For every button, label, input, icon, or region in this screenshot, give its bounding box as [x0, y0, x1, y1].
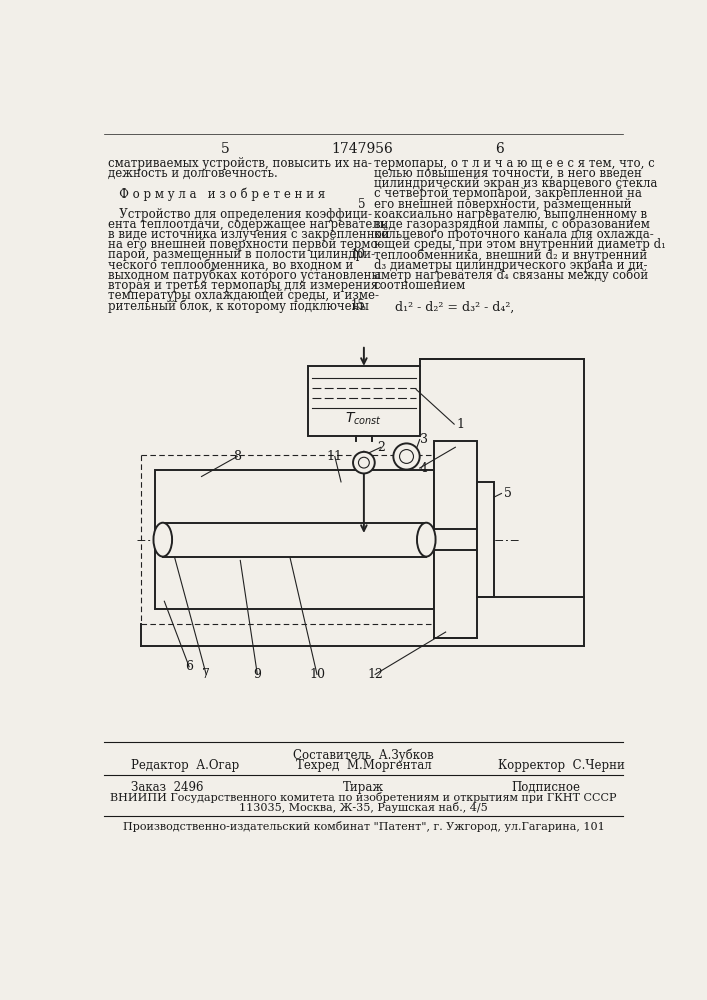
Text: 4: 4 — [419, 462, 428, 475]
Text: 6: 6 — [185, 660, 193, 673]
Ellipse shape — [417, 523, 436, 557]
Text: выходном патрубках которого установлены: выходном патрубках которого установлены — [107, 269, 380, 282]
Circle shape — [393, 443, 420, 470]
Ellipse shape — [153, 523, 172, 557]
Text: 10: 10 — [309, 668, 325, 681]
Text: Составитель  А.Зубков: Составитель А.Зубков — [293, 748, 434, 762]
Bar — [477, 482, 493, 597]
Text: на его внешней поверхности первой термо-: на его внешней поверхности первой термо- — [107, 238, 381, 251]
Text: 5: 5 — [221, 142, 229, 156]
Text: Редактор  А.Огар: Редактор А.Огар — [131, 759, 239, 772]
Text: ента теплоотдачи, содержащее нагреватель: ента теплоотдачи, содержащее нагреватель — [107, 218, 386, 231]
Text: коаксиально нагревателю, выполненному в: коаксиально нагревателю, выполненному в — [373, 208, 647, 221]
Text: 5: 5 — [358, 198, 366, 211]
Text: Тираж: Тираж — [343, 781, 384, 794]
Text: парой, размещенный в полости цилиндри-: парой, размещенный в полости цилиндри- — [107, 248, 375, 261]
Text: Устройство для определения коэффици-: Устройство для определения коэффици- — [107, 208, 372, 221]
Bar — [434, 441, 477, 638]
Text: виде газоразрядной лампы, с образованием: виде газоразрядной лампы, с образованием — [373, 218, 650, 231]
Text: Заказ  2496: Заказ 2496 — [131, 781, 204, 794]
Text: 5: 5 — [503, 487, 512, 500]
Text: 1747956: 1747956 — [331, 142, 393, 156]
Text: 12: 12 — [367, 668, 383, 681]
Text: Подписное: Подписное — [511, 781, 580, 794]
Circle shape — [399, 450, 414, 463]
Text: Корректор  С.Черни: Корректор С.Черни — [498, 759, 624, 772]
Bar — [155, 470, 434, 609]
Text: d₁² - d₂² = d₃² - d₄²,: d₁² - d₂² = d₃² - d₄², — [395, 301, 514, 314]
Text: 10: 10 — [351, 248, 366, 261]
Text: аметр нагревателя d₄ связаны между собой: аметр нагревателя d₄ связаны между собой — [373, 269, 648, 282]
Text: кольцевого проточного канала для охлажда-: кольцевого проточного канала для охлажда… — [373, 228, 653, 241]
Text: 8: 8 — [233, 450, 241, 463]
Text: Производственно-издательский комбинат "Патент", г. Ужгород, ул.Гагарина, 101: Производственно-издательский комбинат "П… — [122, 821, 604, 832]
Text: d₃ диаметры цилиндрического экрана и ди-: d₃ диаметры цилиндрического экрана и ди- — [373, 259, 647, 272]
Text: $T_{const}$: $T_{const}$ — [345, 411, 382, 427]
Text: рительный блок, к которому подключены: рительный блок, к которому подключены — [107, 299, 368, 313]
Text: ческого теплообменника, во входном и: ческого теплообменника, во входном и — [107, 259, 353, 272]
Text: 2: 2 — [377, 441, 385, 454]
Text: в виде источника излучения с закрепленной: в виде источника излучения с закрепленно… — [107, 228, 390, 241]
Bar — [163, 523, 426, 557]
Text: 113035, Москва, Ж-35, Раушская наб., 4/5: 113035, Москва, Ж-35, Раушская наб., 4/5 — [239, 802, 488, 813]
Text: Ф о р м у л а   и з о б р е т е н и я: Ф о р м у л а и з о б р е т е н и я — [107, 187, 325, 201]
Text: 7: 7 — [202, 668, 210, 681]
Text: сматриваемых устройств, повысить их на-: сматриваемых устройств, повысить их на- — [107, 157, 372, 170]
Bar — [308, 366, 420, 436]
Text: температуры охлаждающей среды, и изме-: температуры охлаждающей среды, и изме- — [107, 289, 379, 302]
Text: с четвертой термопарой, закрепленной на: с четвертой термопарой, закрепленной на — [373, 187, 641, 200]
Text: ющей среды, при этом внутренний диаметр d₁: ющей среды, при этом внутренний диаметр … — [373, 238, 665, 251]
Text: цилиндрический экран из кварцевого стекла: цилиндрический экран из кварцевого стекл… — [373, 177, 657, 190]
Text: термопары, о т л и ч а ю щ е е с я тем, что, с: термопары, о т л и ч а ю щ е е с я тем, … — [373, 157, 654, 170]
Circle shape — [353, 452, 375, 473]
Text: целью повышения точности, в него введен: целью повышения точности, в него введен — [373, 167, 641, 180]
Text: ВНИИПИ Государственного комитета по изобретениям и открытиям при ГКНТ СССР: ВНИИПИ Государственного комитета по изоб… — [110, 792, 617, 803]
Text: теплообменника, внешний d₂ и внутренний: теплообменника, внешний d₂ и внутренний — [373, 248, 647, 262]
Circle shape — [358, 457, 369, 468]
Text: 11: 11 — [327, 450, 343, 463]
Text: его внешней поверхности, размещенный: его внешней поверхности, размещенный — [373, 198, 631, 211]
Text: 15: 15 — [351, 299, 366, 312]
Text: дежность и долговечность.: дежность и долговечность. — [107, 167, 278, 180]
Text: 9: 9 — [253, 668, 262, 681]
Text: вторая и третья термопары для измерения: вторая и третья термопары для измерения — [107, 279, 378, 292]
Text: 1: 1 — [457, 418, 464, 431]
Text: соотношением: соотношением — [373, 279, 466, 292]
Text: 6: 6 — [495, 142, 503, 156]
Text: 3: 3 — [419, 433, 428, 446]
Text: Техред  М.Моргентал: Техред М.Моргентал — [296, 759, 431, 772]
